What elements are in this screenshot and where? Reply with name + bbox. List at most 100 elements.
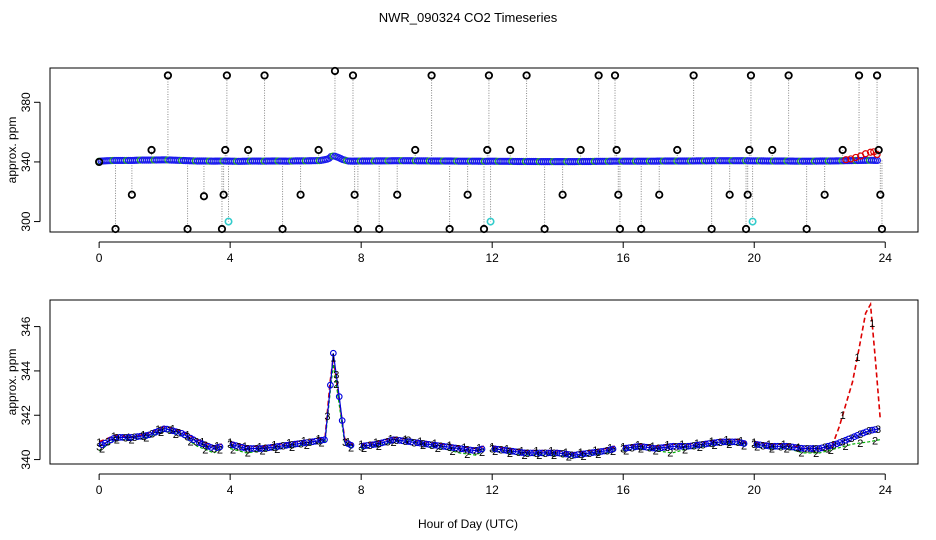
x-tick-label: 0 (96, 251, 103, 265)
red-point (852, 153, 860, 162)
series-point (789, 443, 796, 451)
series-label-mark: 1 (854, 352, 860, 364)
series-point (536, 449, 543, 457)
series-point (466, 446, 474, 454)
series-point (338, 417, 346, 424)
cyan-point (748, 217, 757, 226)
series-label-mark: 1 (592, 445, 598, 457)
series-point (142, 432, 150, 439)
series-label-mark: 1 (286, 438, 292, 450)
series-point (291, 440, 299, 448)
series-point (247, 445, 255, 452)
outlier-point (637, 224, 646, 234)
series-point (862, 428, 870, 436)
x-tick-label: 16 (617, 483, 631, 497)
outlier-point (872, 71, 882, 80)
x-tick-label: 8 (358, 251, 365, 265)
outlier-point (612, 145, 621, 155)
x-tick-label: 24 (879, 251, 893, 265)
series-point (509, 447, 517, 455)
series-line (754, 301, 882, 450)
series-label-mark: 1 (170, 424, 176, 436)
y-tick-label: 346 (19, 316, 33, 336)
series-point (160, 425, 168, 433)
series-label-mark: 3 (324, 411, 330, 423)
outlier-point (877, 224, 887, 234)
outlier-point (217, 224, 227, 234)
outlier-point (594, 71, 603, 80)
series-point (431, 441, 439, 449)
series-label-mark: 2 (99, 444, 105, 456)
series-point (335, 393, 343, 400)
plot-frame (49, 299, 919, 465)
series-point (134, 433, 141, 441)
series-label-mark: 3 (96, 441, 102, 453)
series-point (553, 449, 561, 457)
series-point (369, 441, 377, 449)
series-label-mark: 1 (111, 431, 117, 443)
y-tick-label: 340 (19, 449, 33, 469)
series-point (404, 438, 412, 445)
outlier-point (854, 71, 864, 80)
series-point (589, 449, 596, 457)
series-label-mark: 2 (420, 440, 426, 452)
outlier-point (330, 66, 340, 76)
series-label-mark: 3 (857, 429, 863, 441)
series-point (737, 439, 745, 447)
series-point (169, 427, 177, 435)
series-label-mark: 2 (464, 449, 470, 461)
series-label-mark: 3 (158, 425, 164, 437)
series-point (265, 444, 272, 452)
outlier-point (707, 224, 716, 234)
series-point (321, 436, 328, 444)
series-point (859, 429, 867, 437)
x-tick-label: 8 (358, 483, 365, 497)
series-point (238, 443, 246, 451)
outlier-point (615, 224, 625, 234)
series-point (833, 440, 841, 448)
series-point (101, 439, 109, 447)
series-point (329, 349, 337, 357)
series-point (372, 440, 380, 448)
series-point (753, 441, 761, 448)
y-tick-label: 342 (19, 405, 33, 425)
series-label-mark: 3 (822, 442, 828, 454)
series-point (649, 444, 657, 452)
series-point (544, 449, 552, 457)
series-point (449, 444, 456, 451)
series-point (622, 444, 630, 452)
series-label-mark: 2 (187, 437, 193, 449)
outlier-point (558, 190, 567, 199)
series-point (845, 435, 852, 443)
outlier-point (348, 71, 358, 80)
series-point (396, 437, 403, 444)
series-point (702, 440, 710, 448)
series-label-mark: 1 (227, 437, 233, 449)
outlier-point (314, 145, 323, 155)
outlier-point (725, 190, 734, 199)
series-label-mark: 2 (289, 442, 295, 454)
series-point (360, 442, 368, 450)
series-label-mark: 2 (158, 427, 164, 439)
red-point (842, 156, 850, 164)
series-point (675, 442, 683, 450)
outlier-point (393, 190, 402, 199)
series-point (740, 440, 748, 447)
series-label-mark: 2 (798, 447, 804, 459)
series-point (229, 441, 237, 449)
series-point (815, 445, 823, 452)
series-point (198, 440, 206, 448)
x-axis-label: Hour of Day (UTC) (418, 517, 518, 531)
y-axis-label: approx. ppm (5, 117, 19, 184)
outlier-point (484, 71, 494, 80)
series-point (868, 426, 876, 434)
red-point (861, 150, 870, 158)
outlier-point (614, 190, 623, 199)
series-point (273, 443, 281, 450)
outlier-point (296, 190, 305, 199)
outlier-point (874, 145, 883, 155)
x-tick-label: 0 (96, 483, 103, 497)
series-point (658, 444, 665, 452)
outlier-point (445, 224, 454, 234)
outlier-point (244, 145, 253, 155)
